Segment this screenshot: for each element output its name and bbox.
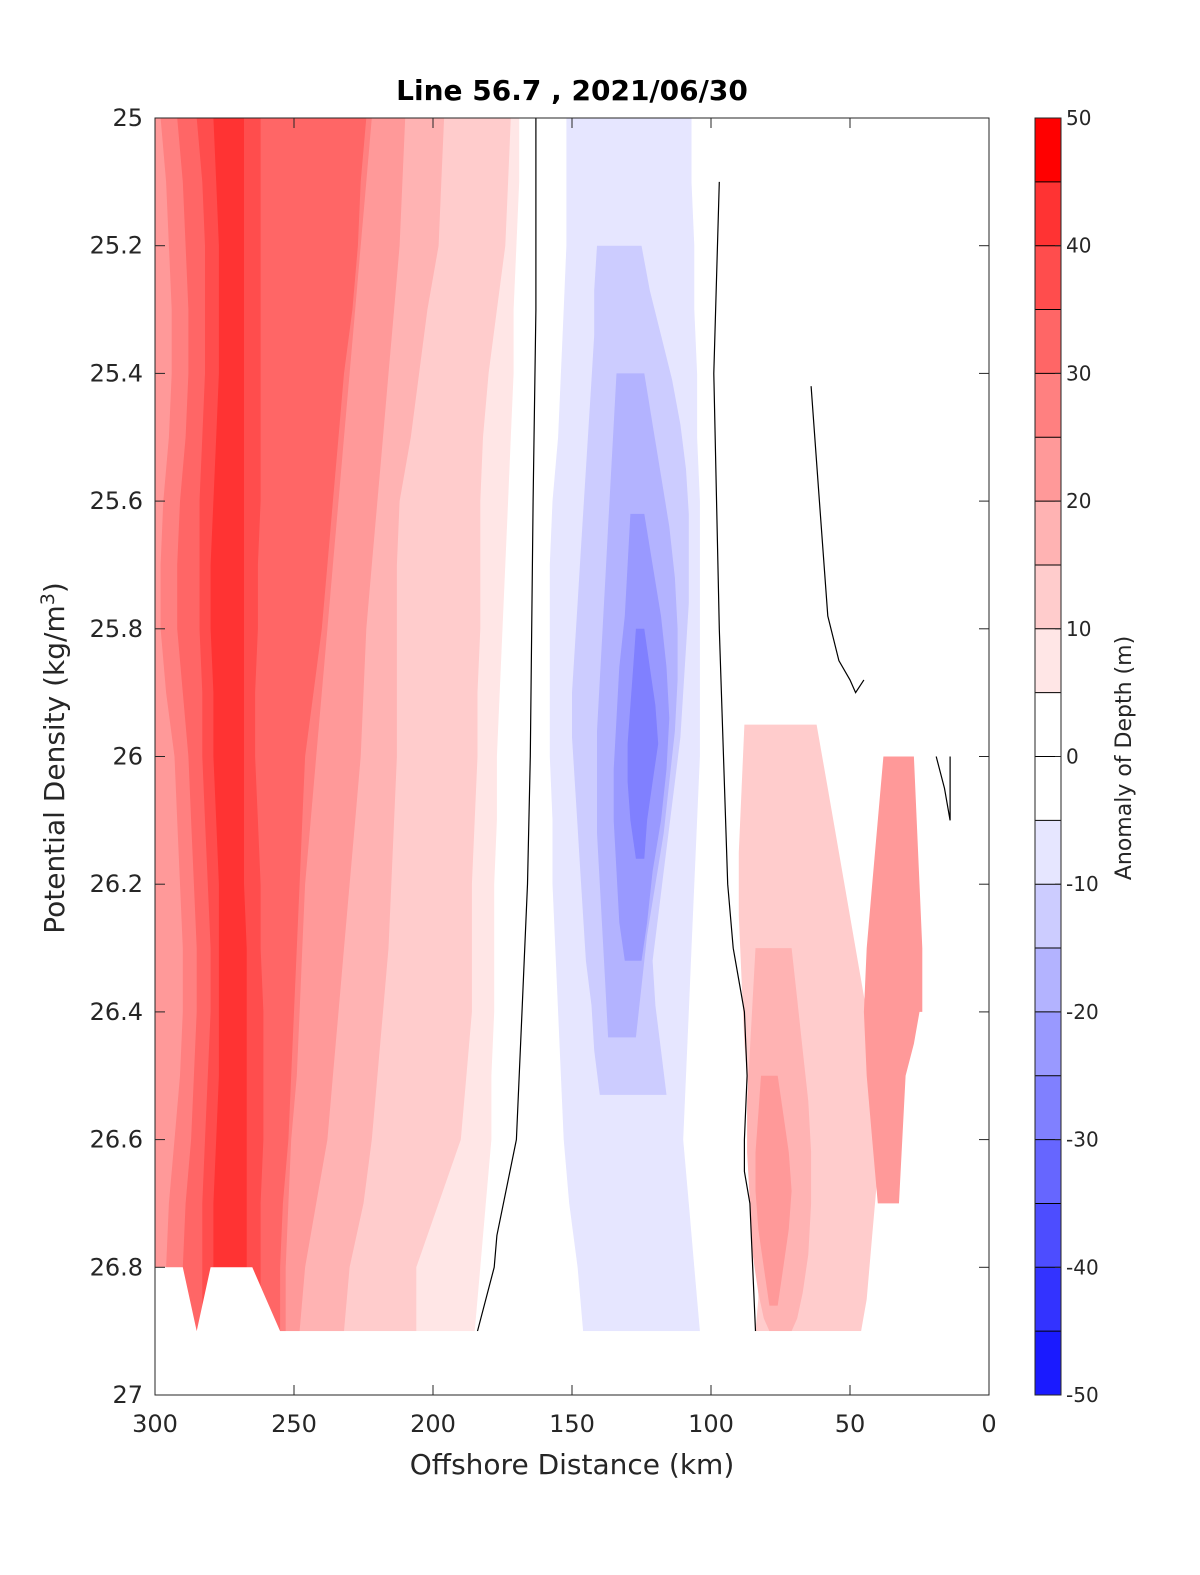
x-tick-label: 300 (132, 1410, 178, 1438)
colorbar-swatch (1035, 245, 1061, 310)
colorbar-swatch (1035, 1203, 1061, 1268)
colorbar-swatch (1035, 437, 1061, 502)
zero-contour (713, 181, 757, 1332)
colorbar-swatch (1035, 565, 1061, 630)
colorbar-swatch (1035, 692, 1061, 757)
colorbar-tick-label: 50 (1066, 106, 1091, 130)
y-tick-label: 26.8 (90, 1253, 143, 1281)
y-axis-label: Potential Density (kg/m3) (37, 582, 71, 934)
colorbar-swatch (1035, 756, 1061, 821)
colorbar-tick-label: 30 (1066, 361, 1091, 385)
colorbar-swatch (1035, 309, 1061, 374)
zero-contour (810, 386, 865, 694)
colorbar-swatch (1035, 820, 1061, 885)
colorbar-label: Anomaly of Depth (m) (1112, 636, 1137, 880)
contour-band (755, 1075, 792, 1306)
y-tick-label: 25.8 (90, 615, 143, 643)
colorbar-swatch (1035, 1011, 1061, 1077)
y-tick-label: 25 (112, 104, 143, 132)
colorbar-tick-label: 40 (1066, 234, 1091, 258)
colorbar-swatch (1035, 501, 1061, 566)
x-tick-label: 250 (271, 1410, 317, 1438)
y-tick-label: 27 (112, 1381, 143, 1409)
x-axis-label: Offshore Distance (km) (410, 1448, 735, 1481)
y-tick-label: 25.4 (90, 359, 143, 387)
zero-contour (935, 756, 951, 821)
colorbar-tick-label: -40 (1066, 1255, 1099, 1279)
zero-contour-lines (476, 118, 951, 1332)
y-axis-label-base: Potential Density (kg/m (38, 605, 71, 934)
contour-fills (155, 118, 951, 1332)
x-tick-label: 50 (835, 1410, 866, 1438)
x-tick-label: 150 (549, 1410, 595, 1438)
colorbar-tick-label: -30 (1066, 1128, 1099, 1152)
colorbar-tick-label: -50 (1066, 1383, 1099, 1407)
no-data-mask (155, 756, 989, 1395)
colorbar-tick-label: 10 (1066, 617, 1091, 641)
contour-band (210, 118, 247, 1332)
colorbar-swatch (1035, 1267, 1061, 1332)
colorbar-swatch (1035, 1139, 1061, 1204)
colorbar-swatch (1035, 948, 1061, 1013)
y-tick-label: 25.6 (90, 487, 143, 515)
colorbar-swatch (1035, 181, 1061, 247)
y-tick-label: 26.4 (90, 998, 143, 1026)
colorbar-swatch (1035, 1331, 1061, 1396)
x-tick-label: 100 (688, 1410, 734, 1438)
colorbar-swatch (1035, 884, 1061, 949)
x-tick-label: 0 (981, 1410, 996, 1438)
colorbar-tick-label: -20 (1066, 1000, 1099, 1024)
y-tick-label: 26.6 (90, 1126, 143, 1154)
y-tick-label: 25.2 (90, 232, 143, 260)
chart-title: Line 56.7 , 2021/06/30 (396, 74, 748, 107)
y-tick-label: 26 (112, 743, 143, 771)
colorbar-swatch (1035, 373, 1061, 438)
colorbar-swatch (1035, 118, 1061, 183)
zero-contour (476, 118, 537, 1332)
x-axis: 300 250 200 150 100 50 0 (132, 118, 997, 1438)
colorbar-swatch (1035, 628, 1061, 694)
y-axis-label-tail: ) (38, 582, 71, 593)
colorbar-tick-label: 0 (1066, 745, 1079, 769)
colorbar: 50 40 30 20 10 0 -10 -20 -30 -40 -50 (1034, 106, 1099, 1407)
contour-band (627, 628, 659, 859)
y-axis-label-sup: 3 (37, 593, 59, 605)
colorbar-tick-label: -10 (1066, 872, 1099, 896)
y-axis: 25 25.2 25.4 25.6 25.8 26 26.2 26.4 26.6 26.8 27 (90, 104, 989, 1409)
plot-area (154, 117, 990, 1396)
y-tick-label: 26.2 (90, 870, 143, 898)
colorbar-swatch (1035, 1075, 1061, 1141)
colorbar-tick-label: 20 (1066, 489, 1091, 513)
x-tick-label: 200 (410, 1410, 456, 1438)
